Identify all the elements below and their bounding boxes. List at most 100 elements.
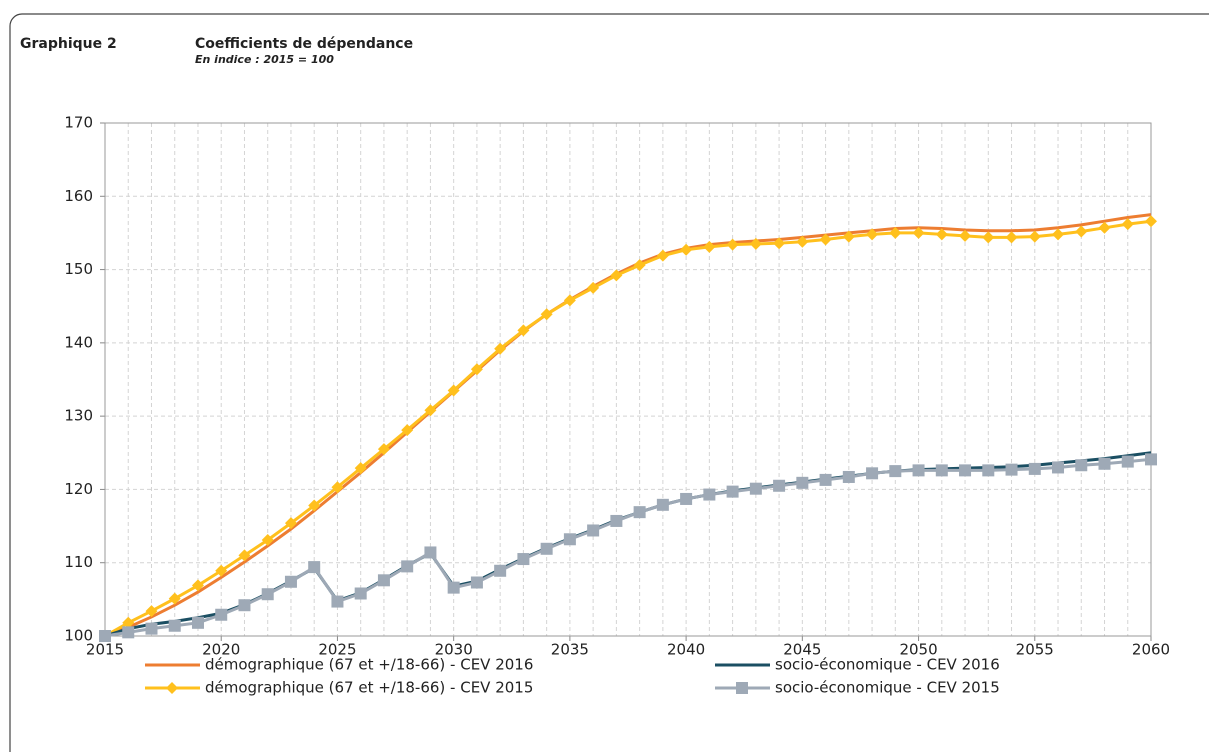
marker [935,228,948,241]
marker [308,561,321,574]
marker [587,281,600,294]
x-tick-label: 2020 [202,641,240,659]
legend-label: démographique (67 et +/18-66) - CEV 2016 [205,656,533,674]
plot-border [104,122,1152,637]
marker [959,464,972,477]
marker [1028,462,1041,475]
legend-label: démographique (67 et +/18-66) - CEV 2015 [205,679,533,697]
marker [215,608,228,621]
x-tick-label: 2040 [667,641,705,659]
marker [912,226,925,239]
marker [1075,225,1088,238]
marker [736,682,748,694]
marker [284,575,297,588]
frame [9,13,1209,756]
marker [1005,463,1018,476]
series-line [104,457,1152,638]
marker [470,576,483,589]
marker [1052,461,1065,474]
marker [656,249,669,262]
marker [912,464,925,477]
marker [749,237,762,250]
marker [819,233,832,246]
marker [1098,221,1111,234]
y-tick-label: 110 [64,553,93,571]
marker [447,384,460,397]
marker [424,404,437,417]
marker [354,462,367,475]
y-tick-label: 130 [64,407,93,425]
chart-title: Coefficients de dépendance [195,36,413,52]
series-line [104,213,1152,638]
marker [331,481,344,494]
x-tick-label: 2015 [86,641,124,659]
marker [238,549,251,562]
marker [238,599,251,612]
marker [726,485,739,498]
marker [703,240,716,253]
marker [494,342,507,355]
marker [540,308,553,321]
marker [122,626,135,639]
marker [703,488,716,501]
marker [959,229,972,242]
x-tick-label: 2050 [899,641,937,659]
x-tick-label: 2055 [1016,641,1054,659]
marker [122,616,135,629]
marker [1145,453,1157,466]
marker [447,581,460,594]
marker [563,533,576,546]
marker [261,533,274,546]
y-tick-label: 140 [64,333,93,351]
marker [749,482,762,495]
marker [1145,215,1157,228]
marker [191,579,204,592]
marker [889,226,902,239]
marker [517,324,530,337]
marker [1028,230,1041,243]
marker [726,238,739,251]
series-line [104,219,1152,638]
marker [563,294,576,307]
marker [680,243,693,256]
y-tick-label: 150 [64,260,93,278]
y-tick-label: 160 [64,187,93,205]
marker [401,424,414,437]
y-tick-label: 120 [64,480,93,498]
marker [517,553,530,566]
marker [1121,455,1134,468]
marker [1121,218,1134,231]
marker [191,616,204,629]
marker [308,499,321,512]
marker [377,574,390,587]
figure-label: Graphique 2 [20,36,117,52]
chart-subtitle: En indice : 2015 = 100 [195,53,334,66]
marker [494,564,507,577]
marker [540,542,553,555]
y-tick-label: 100 [64,627,93,645]
marker [866,467,879,480]
marker [587,524,600,537]
marker [1075,459,1088,472]
marker [354,587,367,600]
legend-label: socio-économique - CEV 2016 [775,656,1000,674]
marker [168,619,181,632]
marker [166,682,178,694]
marker [842,230,855,243]
marker [842,470,855,483]
marker [1005,231,1018,244]
marker [656,498,669,511]
marker [982,231,995,244]
marker [680,492,693,505]
x-tick-label: 2035 [551,641,589,659]
x-tick-label: 2030 [435,641,473,659]
marker [99,630,111,642]
marker [1098,457,1111,470]
marker [168,592,181,605]
marker [470,363,483,376]
marker [866,228,879,241]
x-tick-label: 2025 [318,641,356,659]
marker [610,514,623,527]
